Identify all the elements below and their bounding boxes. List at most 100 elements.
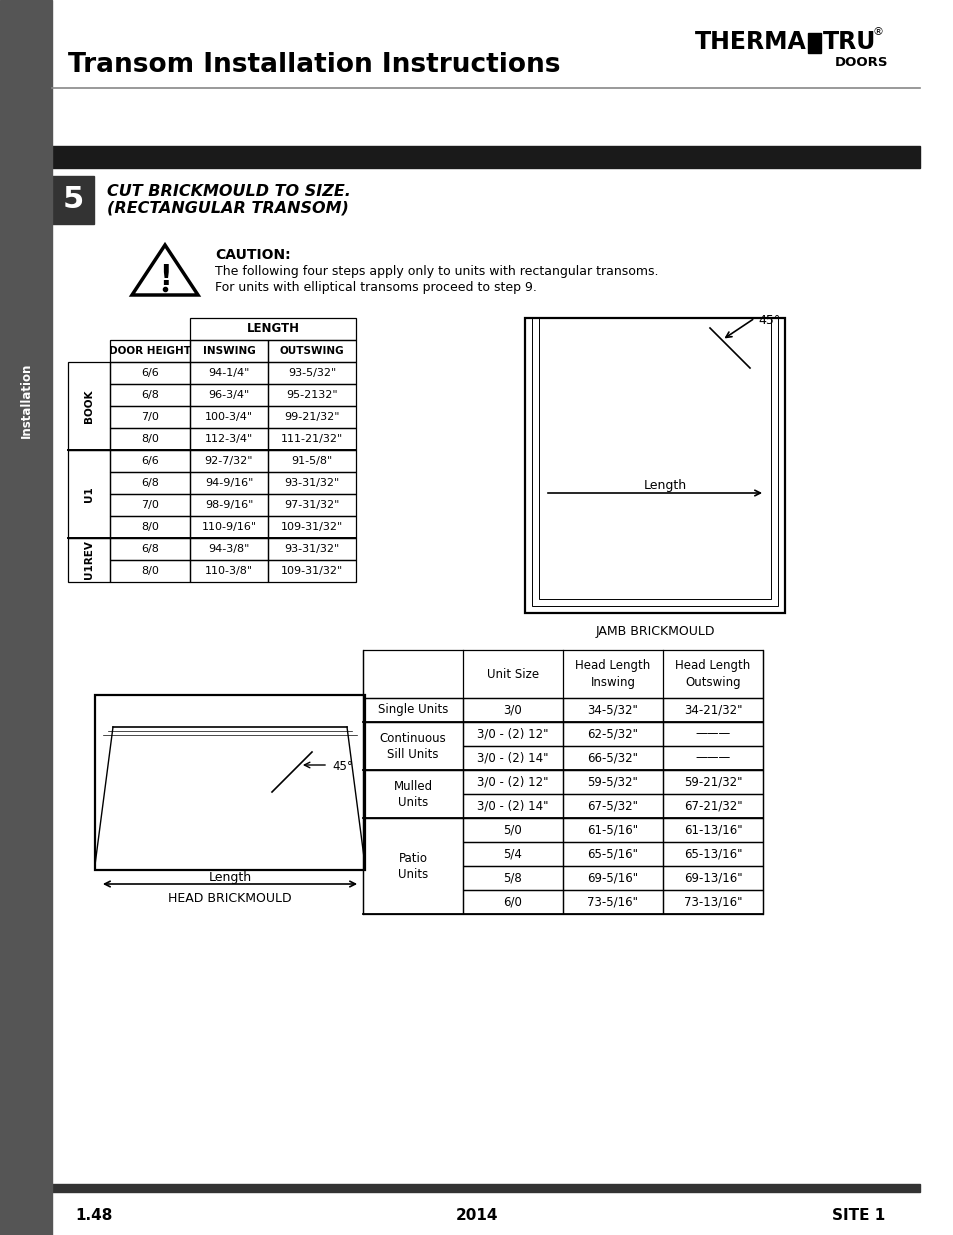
Bar (462, 818, 562, 842)
Bar (268, 516, 355, 538)
Bar (662, 794, 762, 818)
Text: 73-5/16": 73-5/16" (587, 895, 638, 909)
Text: 5: 5 (62, 185, 84, 215)
Text: 109-31/32": 109-31/32" (280, 566, 343, 576)
Text: 96-3/4": 96-3/4" (208, 390, 250, 400)
Bar (110, 406, 190, 429)
Text: OUTSWING: OUTSWING (279, 346, 344, 356)
Text: CAUTION:: CAUTION: (214, 248, 291, 262)
Bar (562, 842, 662, 866)
Text: 98-9/16": 98-9/16" (205, 500, 253, 510)
Bar (462, 842, 562, 866)
Text: 92-7/32": 92-7/32" (205, 456, 253, 466)
Bar (190, 406, 268, 429)
Bar (190, 450, 268, 472)
Text: 93-5/32": 93-5/32" (288, 368, 335, 378)
Text: Length: Length (208, 872, 252, 884)
Bar (807, 33, 821, 53)
Bar (562, 698, 662, 722)
Text: Installation: Installation (19, 362, 32, 437)
Bar (532, 317, 778, 606)
Bar (190, 494, 268, 516)
Text: THERMA: THERMA (695, 30, 806, 54)
Text: 91-5/8": 91-5/8" (291, 456, 333, 466)
Bar (52, 177, 94, 224)
Text: LENGTH: LENGTH (246, 322, 299, 336)
Bar (190, 538, 268, 559)
Text: 65-5/16": 65-5/16" (587, 847, 638, 861)
Text: TRU: TRU (822, 30, 876, 54)
Text: 8/0: 8/0 (141, 522, 159, 532)
Text: 111-21/32": 111-21/32" (280, 433, 343, 445)
Text: 66-5/32": 66-5/32" (587, 752, 638, 764)
Text: 5/4: 5/4 (503, 847, 522, 861)
Text: 7/0: 7/0 (141, 412, 159, 422)
Text: U1: U1 (84, 487, 94, 501)
Bar (462, 769, 562, 794)
Bar (462, 794, 562, 818)
Text: 112-3/4": 112-3/4" (205, 433, 253, 445)
Text: 6/8: 6/8 (141, 390, 159, 400)
Text: INSWING: INSWING (202, 346, 255, 356)
Text: Patio
Units: Patio Units (397, 851, 428, 881)
Text: 65-13/16": 65-13/16" (683, 847, 741, 861)
Text: CUT BRICKMOULD TO SIZE.: CUT BRICKMOULD TO SIZE. (107, 184, 351, 199)
Text: 3/0 - (2) 12": 3/0 - (2) 12" (476, 727, 548, 741)
Text: 73-13/16": 73-13/16" (683, 895, 741, 909)
Bar (190, 362, 268, 384)
Bar (110, 450, 190, 472)
Text: 3/0 - (2) 14": 3/0 - (2) 14" (476, 752, 548, 764)
Text: 6/8: 6/8 (141, 478, 159, 488)
Text: 69-13/16": 69-13/16" (683, 872, 741, 884)
Bar (110, 494, 190, 516)
Text: 45°: 45° (332, 761, 353, 773)
Bar (662, 769, 762, 794)
Bar (110, 559, 190, 582)
Text: 100-3/4": 100-3/4" (205, 412, 253, 422)
Text: 97-31/32": 97-31/32" (284, 500, 339, 510)
Bar (538, 317, 770, 599)
Bar (68, 450, 110, 538)
Text: Length: Length (642, 478, 686, 492)
Text: 1.48: 1.48 (75, 1209, 112, 1224)
Bar (524, 317, 784, 613)
Text: Single Units: Single Units (377, 704, 448, 716)
Bar (462, 722, 562, 746)
Bar (110, 516, 190, 538)
Bar (0, 0, 52, 1235)
Text: For units with elliptical transoms proceed to step 9.: For units with elliptical transoms proce… (214, 282, 537, 294)
Text: 59-5/32": 59-5/32" (587, 776, 638, 788)
Text: HEAD BRICKMOULD: HEAD BRICKMOULD (168, 892, 292, 904)
Text: 5/0: 5/0 (503, 824, 522, 836)
Text: 109-31/32": 109-31/32" (280, 522, 343, 532)
Text: 2014: 2014 (456, 1209, 497, 1224)
Bar (268, 429, 355, 450)
Text: !: ! (158, 263, 172, 291)
Bar (662, 698, 762, 722)
Text: 61-5/16": 61-5/16" (587, 824, 638, 836)
Text: 95-2132": 95-2132" (286, 390, 337, 400)
Bar (52, 1184, 919, 1192)
Text: 6/8: 6/8 (141, 543, 159, 555)
Bar (190, 472, 268, 494)
Polygon shape (132, 245, 198, 295)
Bar (562, 818, 662, 842)
Bar (662, 842, 762, 866)
Bar (562, 794, 662, 818)
Text: ®: ® (872, 27, 883, 37)
Text: 6/0: 6/0 (503, 895, 522, 909)
Bar (110, 384, 190, 406)
Text: 93-31/32": 93-31/32" (284, 543, 339, 555)
Text: 94-9/16": 94-9/16" (205, 478, 253, 488)
Text: 45°: 45° (758, 314, 780, 326)
Bar (110, 362, 190, 384)
Bar (190, 559, 268, 582)
Bar (110, 429, 190, 450)
Text: DOOR HEIGHT: DOOR HEIGHT (109, 346, 191, 356)
Bar (110, 472, 190, 494)
Bar (662, 890, 762, 914)
Text: 67-21/32": 67-21/32" (683, 799, 741, 813)
Text: 62-5/32": 62-5/32" (587, 727, 638, 741)
Bar (363, 818, 462, 914)
Bar (462, 890, 562, 914)
